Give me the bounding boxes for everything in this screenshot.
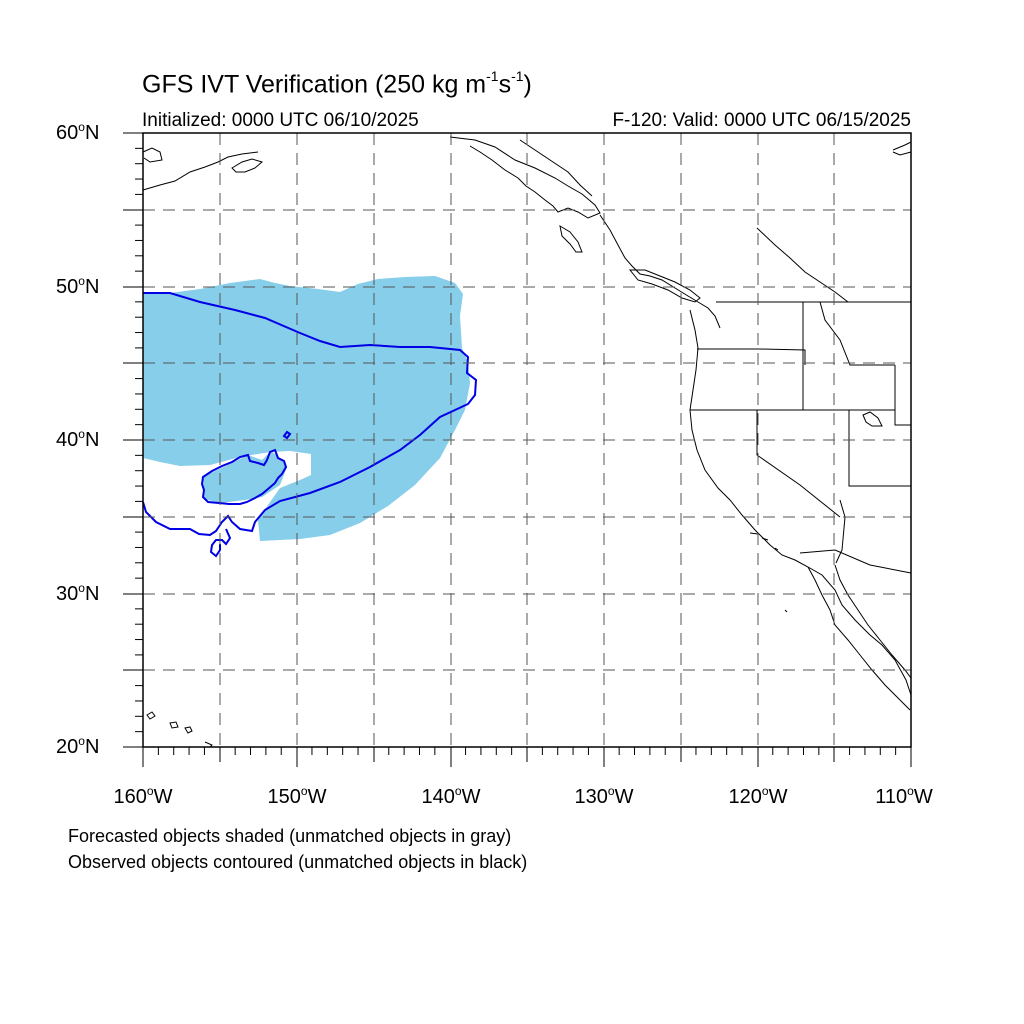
lon-minor-ticks <box>157 747 897 755</box>
political-boundaries <box>690 227 912 574</box>
lat-label-30n: 30oN <box>56 581 100 605</box>
observed-contour-islet <box>282 430 292 440</box>
lat-major-ticks <box>123 132 143 748</box>
lon-label-110w: 110oW <box>875 784 933 808</box>
us-west-coast <box>689 309 912 696</box>
hudson-coast <box>892 141 912 156</box>
us-mexico-border <box>799 549 912 574</box>
bc-coast <box>599 214 721 329</box>
vancouver-island-coast <box>628 269 701 303</box>
footnote-observed: Observed objects contoured (unmatched ob… <box>68 852 528 872</box>
nv-ca-border <box>756 410 841 518</box>
axis-ticks <box>123 132 912 767</box>
init-time-label: Initialized: 0000 UTC 06/10/2025 <box>142 110 419 131</box>
lon-label-120w: 120oW <box>728 784 788 808</box>
lon-label-130w: 130oW <box>574 784 634 808</box>
observed-contour-hook <box>209 528 232 558</box>
lon-mid-ticks <box>219 747 835 762</box>
lat-label-60n: 60oN <box>56 120 100 144</box>
graticule <box>143 133 911 747</box>
hawaii-islands <box>146 711 213 748</box>
alaska-coast <box>142 147 163 163</box>
lon-label-150w: 150oW <box>267 784 327 808</box>
southeast-alaska-coast <box>449 136 601 219</box>
observed-contour-main <box>142 292 478 537</box>
title-close: ) <box>523 70 532 99</box>
coastlines <box>142 136 912 748</box>
observed-ivt-contours <box>142 292 478 558</box>
baja-coast <box>807 566 911 711</box>
title-exponent-1: -1 <box>486 68 499 84</box>
gulf-of-california-coast <box>834 564 912 679</box>
lat-minor-ticks <box>135 147 143 733</box>
channel-islands <box>749 532 788 613</box>
lon-label-160w: 160oW <box>113 784 173 808</box>
forecast-ivt-object <box>143 276 470 541</box>
bc-alberta-border <box>756 227 849 303</box>
idaho-border <box>802 301 895 410</box>
lon-major-ticks <box>142 747 912 767</box>
title-unit-s: s <box>498 70 512 99</box>
kodiak-coast <box>231 158 264 173</box>
title-text: GFS IVT Verification (250 kg m <box>142 70 487 99</box>
montana-wy-border <box>894 365 911 426</box>
lat-label-50n: 50oN <box>56 274 100 298</box>
nv-ut-border <box>848 410 911 487</box>
az-border <box>835 499 846 564</box>
lat-label-20n: 20oN <box>56 734 100 758</box>
alaska-canada-border <box>519 139 593 197</box>
lake-outline <box>862 411 883 427</box>
valid-time-label: F-120: Valid: 0000 UTC 06/15/2025 <box>612 110 911 131</box>
haida-gwaii-coast <box>559 224 583 253</box>
lat-label-40n: 40oN <box>56 427 100 451</box>
lat-mid-ticks <box>123 209 143 671</box>
footnote-forecast: Forecasted objects shaded (unmatched obj… <box>68 826 512 846</box>
lon-label-140w: 140oW <box>421 784 481 808</box>
alaska-peninsula-coast <box>142 151 259 191</box>
title-exponent-2: -1 <box>511 68 524 84</box>
map-title: GFS IVT Verification (250 kg m-1s-1) <box>142 68 532 99</box>
wa-or-border <box>697 348 806 365</box>
observed-contour-loop <box>200 448 288 505</box>
